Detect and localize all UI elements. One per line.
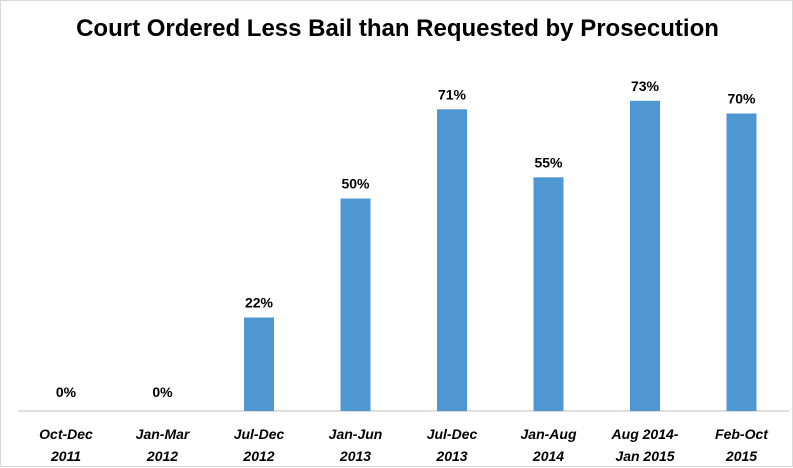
category-labels-group: Oct-Dec 2011 Jan-Mar 2012 Jul-Dec 2012 Jan-Jun… xyxy=(39,426,769,464)
category-label-5-line-0: Jan-Aug xyxy=(521,426,577,442)
bar-7 xyxy=(726,113,757,411)
category-label-7-line-0: Feb-Oct xyxy=(715,426,769,442)
bar-3 xyxy=(340,198,371,411)
category-label-1-line-0: Jan-Mar xyxy=(136,426,191,442)
bar-5 xyxy=(533,177,564,412)
bar-2 xyxy=(244,317,274,411)
category-label-6-line-1: Jan 2015 xyxy=(615,448,674,464)
value-label-2: 22% xyxy=(245,295,274,311)
value-label-4: 71% xyxy=(438,86,467,102)
value-label-0: 0% xyxy=(56,384,77,400)
category-label-7-line-1: 2015 xyxy=(725,448,757,464)
value-labels-group: 0% 0% 22% 50% 71% 55% 73% 70% xyxy=(56,78,756,400)
category-label-3-line-1: 2013 xyxy=(339,448,371,464)
category-label-4-line-0: Jul-Dec xyxy=(427,426,478,442)
category-label-4-line-1: 2013 xyxy=(435,448,467,464)
value-label-6: 73% xyxy=(631,78,660,94)
category-label-5-line-1: 2014 xyxy=(532,448,564,464)
value-label-3: 50% xyxy=(341,176,370,192)
value-label-1: 0% xyxy=(152,384,173,400)
category-label-2-line-0: Jul-Dec xyxy=(234,426,285,442)
value-label-5: 55% xyxy=(534,154,563,170)
category-label-0-line-1: 2011 xyxy=(50,448,81,464)
category-label-1-line-1: 2012 xyxy=(146,448,178,464)
category-label-6-line-0: Aug 2014- xyxy=(611,426,679,442)
category-label-3-line-0: Jan-Jun xyxy=(329,426,383,442)
category-label-0-line-0: Oct-Dec xyxy=(39,426,93,442)
value-label-7: 70% xyxy=(727,91,756,107)
category-label-2-line-1: 2012 xyxy=(242,448,274,464)
bar-4 xyxy=(437,109,467,412)
bars-group xyxy=(244,100,757,412)
chart-title: Court Ordered Less Bail than Requested b… xyxy=(76,15,719,42)
bar-6 xyxy=(630,100,660,412)
